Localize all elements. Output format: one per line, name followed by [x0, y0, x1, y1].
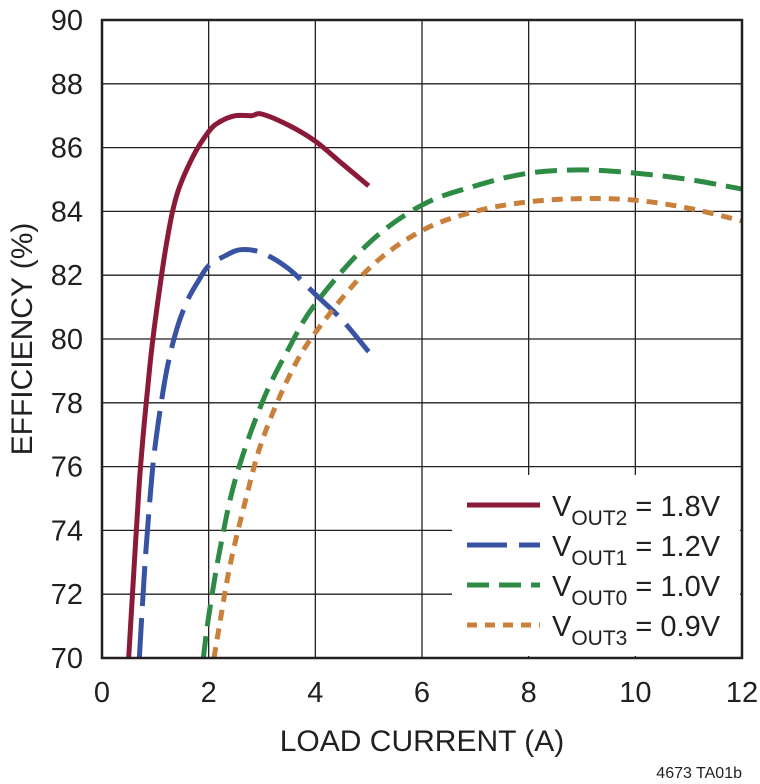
y-tick-label: 82 — [51, 260, 83, 292]
x-tick-label: 8 — [521, 677, 537, 709]
y-tick-label: 76 — [51, 452, 83, 484]
legend-label-value: = 1.0V — [627, 571, 720, 603]
y-tick-label: 88 — [51, 69, 83, 101]
x-tick-label: 0 — [94, 677, 110, 709]
legend-label: VOUT1 = 1.2V — [552, 531, 721, 570]
grid — [102, 20, 742, 658]
legend-label-subscript: OUT3 — [571, 627, 627, 650]
x-tick-label: 12 — [726, 677, 758, 709]
x-tick-label: 10 — [619, 677, 651, 709]
y-axis-title: EFFICIENCY (%) — [6, 223, 39, 456]
legend-label-main: V — [552, 491, 572, 523]
y-tick-label: 84 — [51, 196, 83, 228]
legend-label-value: = 1.8V — [627, 491, 720, 523]
x-tick-label: 4 — [307, 677, 323, 709]
legend-label-subscript: OUT2 — [571, 507, 627, 530]
y-tick-label: 72 — [51, 579, 83, 611]
y-tick-label: 70 — [51, 643, 83, 675]
y-tick-label: 86 — [51, 133, 83, 165]
y-tick-label: 80 — [51, 324, 83, 356]
legend-label-subscript: OUT0 — [571, 587, 627, 610]
series-line-vout3 — [211, 196, 743, 659]
series-lines — [126, 111, 743, 659]
series-line-vout1 — [136, 247, 371, 659]
series-line-vout0 — [200, 167, 743, 659]
x-tick-label: 2 — [201, 677, 217, 709]
legend-label: VOUT0 = 1.0V — [552, 571, 721, 610]
legend-label-main: V — [552, 531, 572, 563]
plot-frame — [100, 18, 744, 660]
legend-label-value: = 1.2V — [627, 531, 720, 563]
figure-id: 4673 TA01b — [656, 765, 742, 782]
legend-label: VOUT2 = 1.8V — [552, 491, 721, 530]
legend-label-main: V — [552, 611, 572, 643]
x-axis-title: LOAD CURRENT (A) — [280, 725, 564, 758]
tick-labels: 0 2 4 6 8 10 12 70 72 74 76 78 80 82 84 86 88 90 — [51, 5, 758, 709]
y-tick-label: 78 — [51, 388, 83, 420]
legend-label-subscript: OUT1 — [571, 547, 627, 570]
legend-label-value: = 0.9V — [627, 611, 720, 643]
y-tick-label: 74 — [51, 515, 83, 547]
series-line-vout2 — [126, 111, 371, 659]
x-tick-label: 6 — [414, 677, 430, 709]
y-tick-label: 90 — [51, 5, 83, 37]
legend-label: VOUT3 = 0.9V — [552, 611, 721, 650]
legend-label-main: V — [552, 571, 572, 603]
